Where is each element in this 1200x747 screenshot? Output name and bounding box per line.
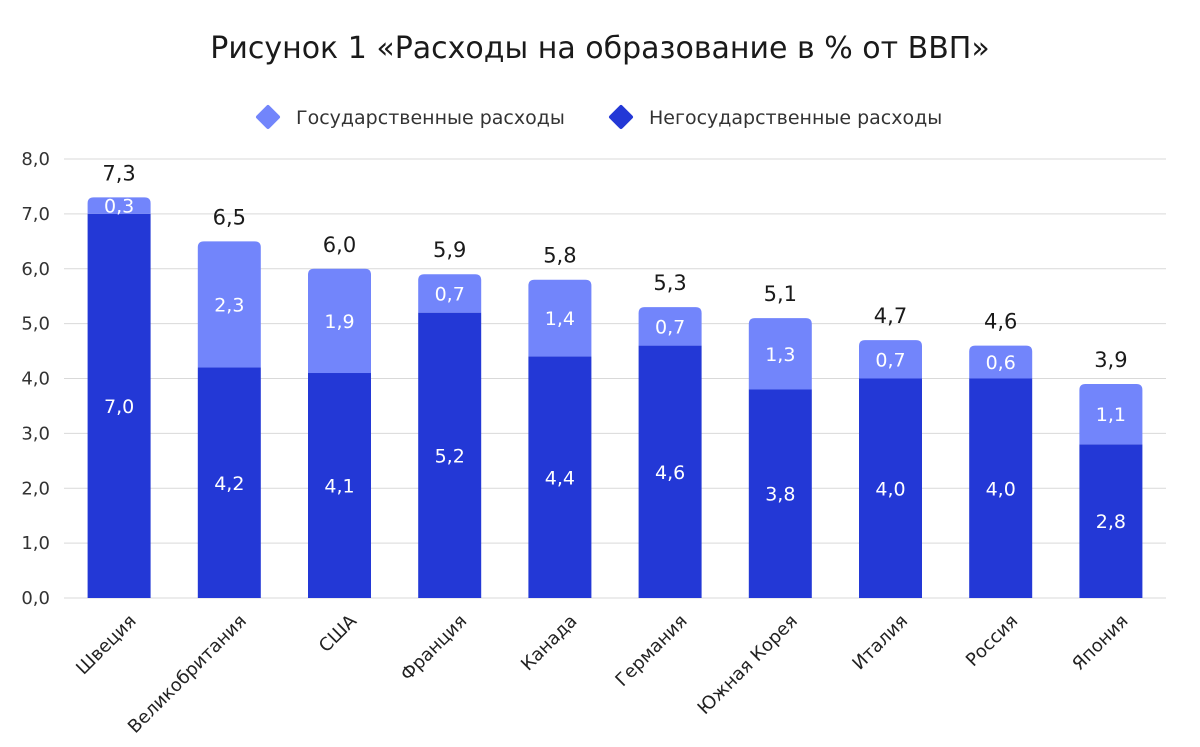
data-label-non-state: 4,6 [655, 462, 685, 484]
legend-label: Негосударственные расходы [649, 107, 942, 129]
data-label-state: 0,6 [986, 352, 1016, 374]
total-label: 5,9 [433, 238, 466, 262]
diamond-icon [256, 105, 280, 129]
data-label-non-state: 4,4 [545, 467, 575, 489]
bar-segment-non-state [308, 373, 371, 598]
category-label: Германия [611, 611, 691, 691]
data-label-non-state: 4,0 [986, 478, 1016, 500]
y-tick-label: 2,0 [21, 478, 50, 499]
y-tick-label: 1,0 [21, 533, 50, 554]
bar-segment-state [528, 279, 592, 357]
bar-segment-non-state [748, 389, 812, 598]
total-label: 5,8 [543, 244, 576, 268]
category-label: Канада [517, 611, 581, 675]
bar-segment-state [87, 197, 151, 214]
bar-segment-state [969, 345, 1033, 379]
bar-segment-state [638, 307, 702, 346]
chart-title: Рисунок 1 «Расходы на образование в % от… [210, 31, 989, 66]
data-label-state: 0,7 [655, 316, 685, 338]
bar-segment-state [197, 241, 261, 368]
total-label: 5,3 [653, 271, 686, 295]
category-label: Южная Корея [694, 611, 802, 719]
bar-segment-non-state [528, 356, 592, 598]
category-label: Великобритания [124, 611, 251, 738]
y-tick-label: 3,0 [21, 423, 50, 444]
data-label-non-state: 4,0 [875, 478, 905, 500]
bar-segment-state [1079, 383, 1143, 445]
total-label: 6,5 [213, 205, 246, 229]
y-tick-label: 0,0 [21, 588, 50, 609]
data-label-non-state: 7,0 [104, 396, 134, 418]
bar-segment-state [418, 274, 482, 313]
data-label-non-state: 4,2 [214, 473, 244, 495]
category-label: США [315, 610, 362, 657]
bar-segment-non-state [859, 378, 922, 598]
bar-segment-non-state [197, 367, 261, 598]
data-label-non-state: 5,2 [435, 445, 465, 467]
y-tick-label: 7,0 [21, 204, 50, 225]
bars [87, 197, 1143, 598]
data-label-state: 1,3 [765, 344, 795, 366]
y-tick-label: 6,0 [21, 259, 50, 280]
y-axis-ticks: 0,0 1,0 2,0 3,0 4,0 5,0 6,0 7,0 8,0 [21, 149, 50, 609]
legend-item: Негосударственные расходы [609, 105, 942, 129]
y-tick-label: 5,0 [21, 314, 50, 335]
bar-segment-state [859, 340, 922, 379]
diamond-icon [609, 105, 633, 129]
total-label: 4,6 [984, 310, 1017, 334]
data-label-non-state: 3,8 [765, 484, 795, 506]
total-label: 7,3 [102, 161, 135, 185]
y-tick-label: 4,0 [21, 369, 50, 390]
category-label: Япония [1068, 611, 1132, 675]
data-label-state: 1,4 [545, 308, 575, 330]
data-label-state: 0,7 [875, 349, 905, 371]
bar-segment-non-state [418, 312, 482, 598]
y-tick-label: 8,0 [21, 149, 50, 170]
legend-item: Государственные расходы [256, 105, 565, 129]
bar-segment-state [308, 268, 371, 374]
data-label-non-state: 2,8 [1096, 511, 1126, 533]
data-label-state: 0,3 [104, 196, 134, 218]
data-label-state: 2,3 [214, 294, 244, 316]
data-label-non-state: 4,1 [324, 476, 354, 498]
total-label: 4,7 [874, 304, 907, 328]
legend-label: Государственные расходы [296, 107, 565, 129]
category-label: Италия [848, 611, 912, 675]
legend: Государственные расходы Негосударственные… [256, 105, 942, 129]
bar-segment-non-state [638, 345, 702, 598]
total-label: 5,1 [764, 282, 797, 306]
bar-segment-non-state [87, 213, 151, 598]
bar-segment-non-state [969, 378, 1033, 598]
data-label-state: 0,7 [435, 283, 465, 305]
total-label: 6,0 [323, 233, 356, 257]
category-label: Франция [397, 611, 472, 686]
total-label: 3,9 [1094, 348, 1127, 372]
data-labels: 7,0 0,3 7,3 4,2 2,3 6,5 4,1 1,9 6,0 5,2 0,7 5,9 4,4 1… [102, 161, 1127, 533]
data-label-state: 1,9 [324, 311, 354, 333]
bar-segment-state [748, 318, 812, 390]
bar-segment-non-state [1079, 444, 1143, 598]
category-label: Швеция [72, 611, 140, 679]
category-label: Россия [962, 611, 1022, 671]
data-label-state: 1,1 [1096, 404, 1126, 426]
